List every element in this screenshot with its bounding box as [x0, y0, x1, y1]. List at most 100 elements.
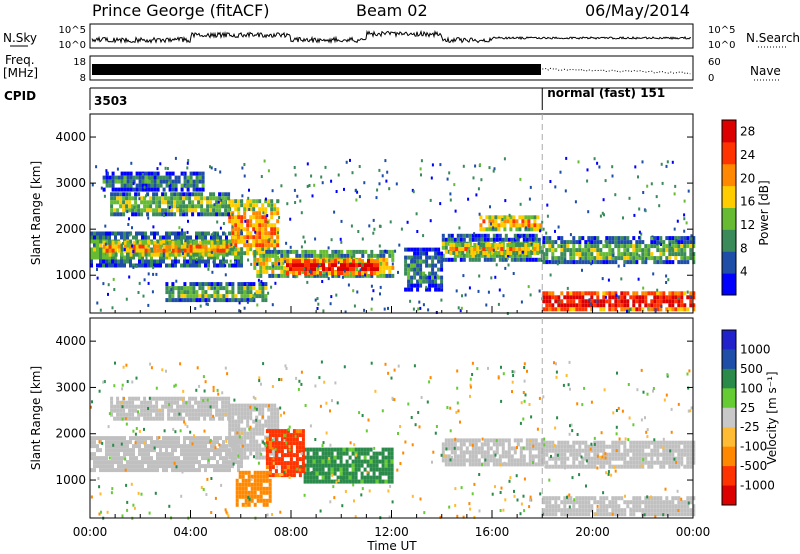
scatter-cell [155, 212, 159, 217]
scatter-cell [132, 452, 135, 457]
scatter-cell [554, 452, 558, 457]
scatter-cell [183, 444, 186, 449]
scatter-cell [674, 291, 678, 296]
scatter-cell [325, 249, 329, 254]
scatter-cell [238, 309, 241, 313]
scatter-cell [620, 244, 624, 249]
scatter-cell [237, 423, 241, 428]
scatter-cell [270, 215, 274, 220]
scatter-cell [307, 249, 311, 254]
scatter-cell [689, 496, 693, 501]
scatter-cell [231, 419, 235, 424]
scatter-cell [638, 299, 642, 304]
scatter-cell [189, 444, 192, 449]
scatter-cell [425, 259, 429, 264]
scatter-cell [219, 259, 222, 264]
scatter-cell [425, 287, 429, 292]
scatter-cell [656, 256, 660, 261]
scatter-cell [593, 256, 597, 261]
scatter-cell [126, 464, 129, 469]
scatter-cell [623, 440, 627, 445]
scatter-cell [152, 408, 156, 413]
scatter-cell [486, 462, 490, 467]
scatter-cell [347, 283, 350, 287]
scatter-cell [431, 263, 435, 268]
scatter-cell [349, 249, 353, 254]
scatter-cell [495, 446, 499, 451]
scatter-cell [352, 259, 355, 264]
scatter-cell [224, 204, 228, 209]
scatter-cell [474, 253, 478, 258]
scatter-cell [686, 290, 689, 294]
scatter-cell [357, 447, 361, 452]
scatter-cell [348, 463, 352, 468]
scatter-cell [186, 294, 190, 299]
scatter-cell [324, 451, 328, 456]
scatter-cell [221, 400, 225, 405]
scatter-cell [102, 240, 106, 245]
scatter-cell [228, 215, 232, 220]
scatter-cell [149, 176, 151, 180]
scatter-cell [168, 263, 171, 268]
scatter-cell [340, 219, 343, 223]
scatter-cell [551, 256, 555, 261]
scatter-cell [608, 260, 612, 265]
scatter-cell [117, 244, 121, 249]
scatter-cell [224, 196, 228, 201]
scatter-cell [650, 500, 654, 505]
scatter-cell [518, 243, 522, 247]
scatter-cell [674, 256, 678, 261]
scatter-cell [533, 251, 537, 255]
scatter-cell [222, 263, 225, 268]
scatter-cell [298, 449, 302, 454]
scatter-cell [485, 227, 489, 232]
scatter-cell [198, 179, 202, 184]
scatter-cell [143, 404, 147, 409]
scatter-cell [327, 451, 331, 456]
scatter-cell [138, 452, 141, 457]
scatter-cell [123, 248, 126, 252]
noise-right-tick-bottom: 10^0 [708, 40, 735, 51]
scatter-cell [234, 456, 237, 461]
scatter-cell [528, 253, 532, 258]
scatter-cell [632, 512, 636, 517]
scatter-cell [122, 200, 126, 205]
scatter-cell [217, 200, 220, 204]
scatter-cell [283, 453, 287, 458]
scatter-cell [134, 408, 138, 413]
scatter-cell [588, 298, 591, 302]
scatter-cell [381, 455, 385, 460]
scatter-cell [337, 267, 340, 272]
scatter-cell [173, 412, 177, 417]
scatter-cell [246, 240, 249, 244]
scatter-cell [102, 187, 106, 192]
scatter-cell [337, 273, 341, 278]
scatter-cell [206, 408, 210, 413]
scatter-cell [596, 456, 600, 461]
scatter-cell [468, 462, 472, 467]
scatter-cell [212, 396, 216, 401]
scatter-cell [195, 436, 198, 441]
scatter-cell [673, 227, 676, 231]
scatter-cell [644, 209, 647, 213]
scatter-cell [246, 411, 250, 416]
scatter-cell [122, 408, 126, 413]
scatter-cell [644, 460, 648, 465]
scatter-cell [206, 404, 210, 409]
scatter-cell [271, 265, 275, 270]
scatter-cell [473, 247, 477, 251]
scatter-cell [141, 464, 144, 469]
scatter-cell [343, 273, 347, 278]
scatter-cell [533, 215, 537, 220]
scatter-cell [237, 247, 240, 252]
scatter-cell [180, 183, 184, 188]
scatter-cell [237, 215, 241, 220]
scatter-cell [307, 253, 311, 258]
scatter-cell [198, 294, 202, 299]
scatter-cell [271, 429, 275, 434]
scatter-cell [264, 282, 268, 287]
scatter-cell [479, 163, 482, 167]
scatter-cell [271, 269, 275, 274]
scatter-cell [384, 447, 388, 452]
scatter-cell [119, 200, 123, 205]
